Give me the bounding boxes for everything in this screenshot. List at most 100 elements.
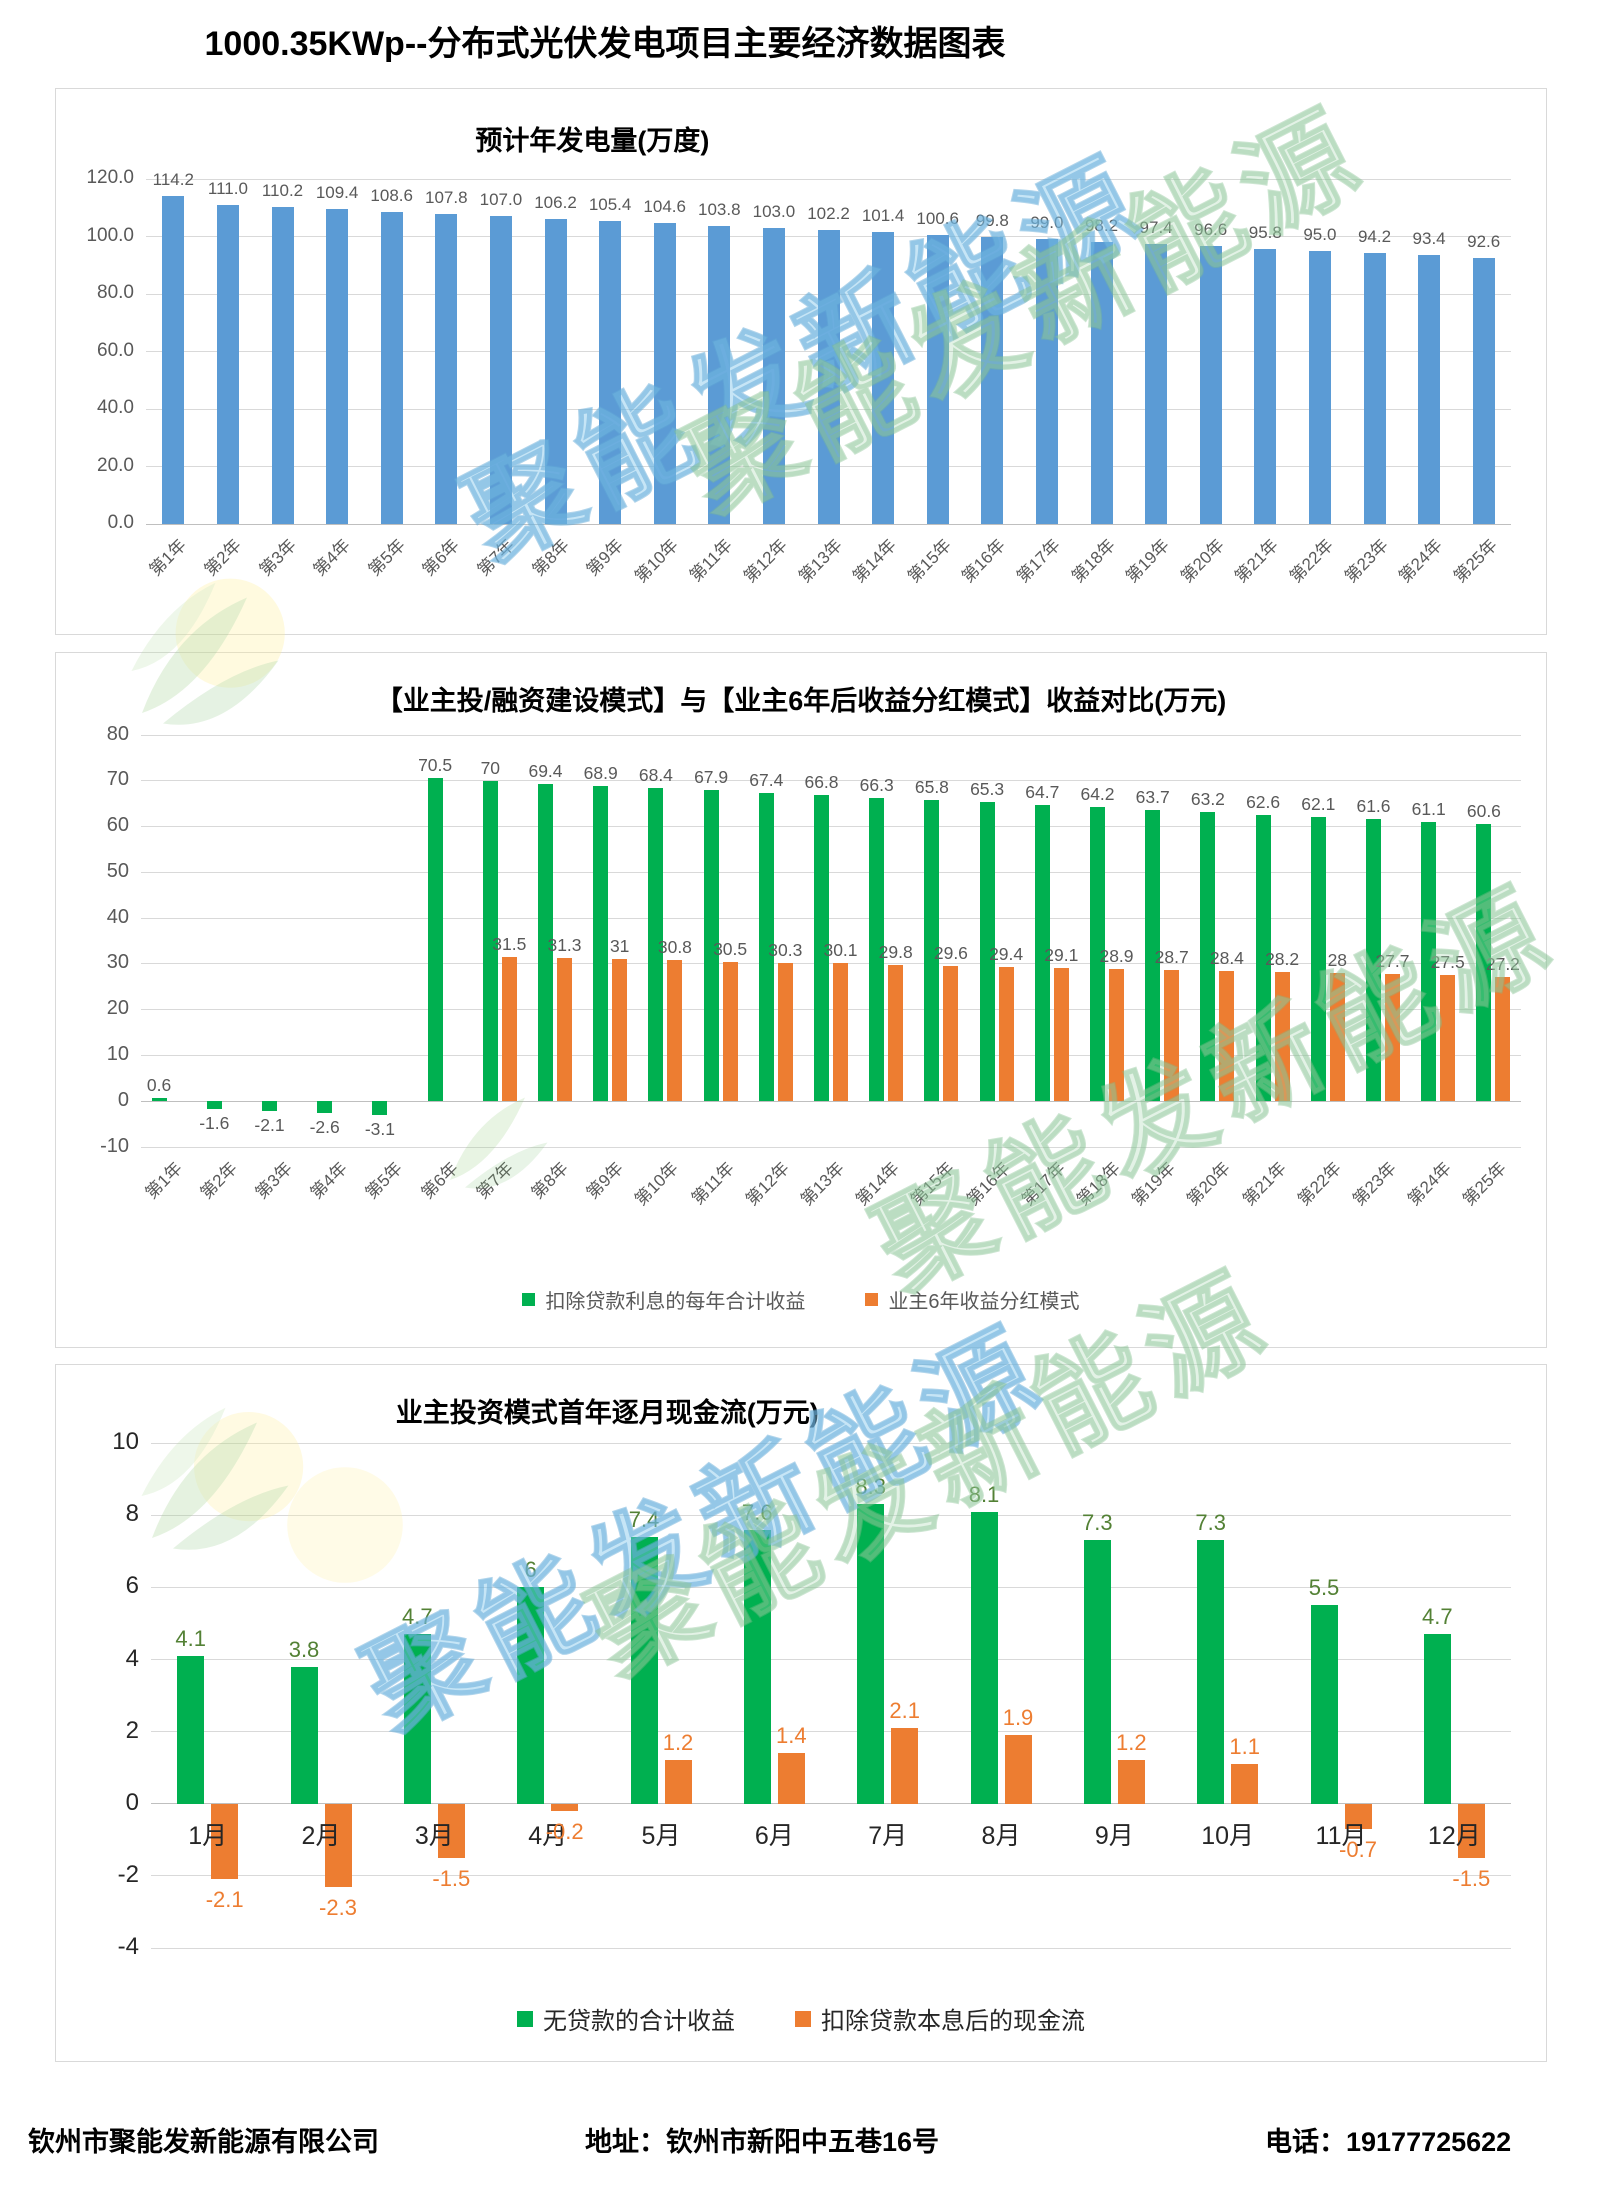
bar-value-label: 95.8 [1248, 222, 1282, 242]
bar-value-label: 107.8 [425, 188, 468, 208]
footer-phone: 电话：19177725622 [1265, 2127, 1512, 2157]
legend-label: 业主6年收益分红模式 [888, 1291, 1080, 1313]
x-axis-label: 第14年 [849, 535, 901, 587]
x-axis-label: 第16年 [962, 1158, 1014, 1210]
bar-value-label: 95.0 [1303, 224, 1337, 244]
bar [557, 957, 572, 1102]
comparison-chart-panel: 【业主投/融资建设模式】与【业主6年后收益分红模式】收益对比(万元) 80 70 6… [55, 652, 1547, 1348]
bar [271, 207, 294, 524]
bar-value-label: 104.6 [643, 197, 686, 217]
y-tick-label: 70 [106, 768, 129, 791]
bar [926, 234, 949, 524]
bar-value-label: 100.6 [916, 208, 959, 228]
legend-item: 扣除贷款本息后的现金流 [795, 2001, 1085, 2036]
x-axis-label: 第25年 [1449, 535, 1501, 587]
bar-value-label: -0.2 [545, 1818, 584, 1844]
x-axis-label: 2月 [301, 1821, 341, 1850]
bar-value-label: 62.1 [1301, 793, 1336, 814]
bar [758, 792, 774, 1102]
bar-value-label: 66.3 [859, 774, 894, 795]
x-axis-label: 第5年 [364, 535, 409, 580]
bar [1035, 239, 1058, 524]
y-tick-label: 2 [125, 1716, 139, 1744]
x-axis-label: 9月 [1094, 1821, 1134, 1850]
bar-value-label: 2.1 [889, 1697, 920, 1723]
bar-value-label: 7.6 [742, 1499, 773, 1525]
x-axis-label: 第15年 [903, 535, 955, 587]
bar [1385, 974, 1400, 1102]
bar [1090, 241, 1113, 524]
bar-value-label: 0.6 [146, 1075, 172, 1096]
bar [1344, 1803, 1372, 1829]
bar [162, 195, 185, 524]
x-axis-label: 第6年 [417, 1158, 462, 1203]
bar-value-label: 111.0 [207, 178, 248, 198]
bar-value-label: 60.6 [1466, 800, 1501, 821]
x-axis-label: 第22年 [1293, 1158, 1345, 1210]
y-tick-label: 40 [106, 905, 129, 928]
x-axis-label: 第18年 [1073, 1158, 1124, 1210]
bar-value-label: 99.8 [975, 211, 1009, 231]
bar-value-label: 106.2 [534, 192, 577, 212]
bar [979, 802, 995, 1102]
bar [817, 230, 840, 524]
x-axis-label: 第2年 [196, 1158, 241, 1203]
bar [380, 211, 403, 524]
bar [612, 959, 628, 1102]
y-tick-label: 6 [125, 1572, 139, 1600]
bar-value-label: -2.6 [309, 1117, 340, 1138]
bar [1199, 246, 1222, 524]
comparison-plot-area: 80 70 60 50 40 30 20 10 0 -10 0.6 -1.6 -2.1 -2.6 -3.1 7… [100, 723, 1521, 1209]
y-tick-label: 60 [106, 814, 129, 837]
y-tick-label: 0 [125, 1788, 139, 1816]
bar [630, 1536, 658, 1804]
bar [211, 1803, 239, 1880]
x-axis-label: 第20年 [1183, 1158, 1235, 1210]
x-axis-label: 第17年 [1013, 535, 1064, 587]
x-axis-label: 7月 [868, 1821, 908, 1850]
bar-value-label: 69.4 [528, 760, 563, 781]
gridline [141, 917, 1521, 919]
bar [762, 227, 785, 524]
bar-value-label: 67.4 [749, 769, 784, 790]
bar [482, 780, 498, 1102]
bar [1164, 969, 1180, 1102]
bar-value-label: 65.8 [914, 777, 949, 797]
bar-value-label: 30.8 [657, 937, 692, 958]
y-tick-label: 8 [125, 1500, 139, 1528]
bar-value-label: 7.3 [1082, 1510, 1113, 1536]
bar-value-label: 1.9 [1002, 1705, 1034, 1731]
bar [998, 966, 1014, 1102]
bar-value-label: 4.1 [175, 1625, 206, 1651]
bar-value-label: 3.8 [288, 1636, 320, 1662]
bar [290, 1666, 318, 1804]
bar [1145, 243, 1168, 524]
bar-value-label: 29.6 [933, 942, 968, 963]
y-tick-label: 20 [106, 997, 129, 1020]
comparison-legend: 扣除贷款利息的每年合计收益 业主6年收益分红模式 [56, 1285, 1546, 1314]
bar-value-label: 28.9 [1099, 945, 1134, 966]
x-axis-label: 8月 [981, 1821, 1021, 1850]
gridline [141, 734, 1521, 736]
legend-swatch-green [522, 1293, 536, 1306]
bar [1117, 1760, 1145, 1804]
gridline [141, 1054, 1521, 1056]
x-axis-label: 第22年 [1286, 535, 1337, 587]
bar [1083, 1540, 1111, 1804]
bar-value-label: 29.8 [878, 941, 913, 962]
bar-value-label: 8.1 [968, 1481, 1000, 1507]
x-axis-label: 10月 [1201, 1821, 1255, 1850]
legend-swatch-orange [795, 2010, 811, 2027]
gridline [141, 1100, 1521, 1102]
bar [833, 963, 848, 1102]
bar-value-label: 114.2 [152, 169, 194, 189]
gridline [151, 1803, 1511, 1805]
bar [1440, 975, 1456, 1102]
legend-item: 扣除贷款利息的每年合计收益 [522, 1285, 805, 1314]
bar [372, 1101, 388, 1116]
x-axis-label: 第11年 [687, 1158, 738, 1209]
bar-value-label: 98.2 [1084, 215, 1119, 235]
bar-value-label: -3.1 [364, 1119, 395, 1140]
bar [1476, 823, 1492, 1102]
